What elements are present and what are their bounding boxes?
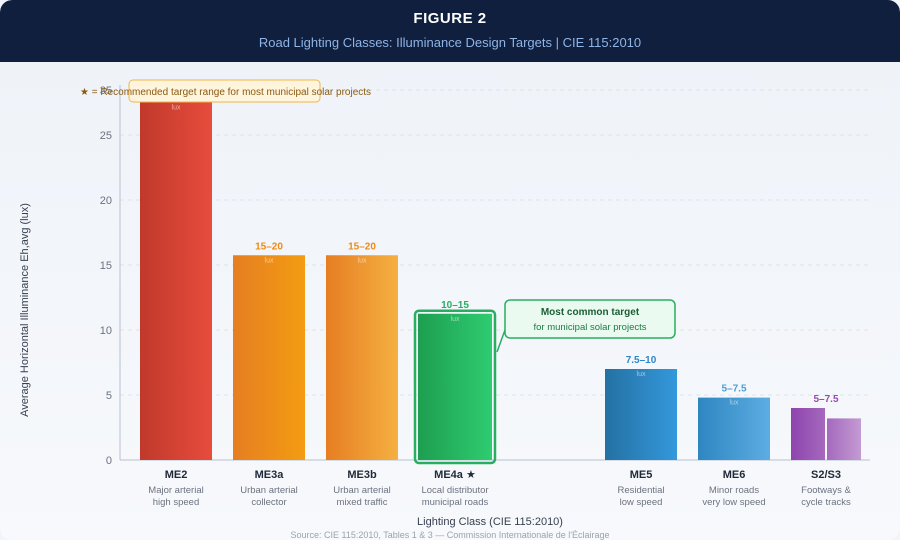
bar-unit-label: lux: [265, 257, 274, 264]
y-tick-label: 15: [100, 260, 112, 272]
category-subtitle: collector: [251, 497, 286, 508]
x-axis-label: Lighting Class (CIE 115:2010): [417, 516, 563, 528]
bar-me3b: [326, 255, 398, 460]
category-label: ME5: [630, 469, 653, 481]
bars-layer: [140, 102, 861, 465]
y-tick-label: 35: [100, 85, 112, 97]
category-label: S2/S3: [811, 469, 841, 481]
bar-s2-s3-secondary: [827, 418, 861, 460]
figure-header: FIGURE 2 Road Lighting Classes: Illumina…: [0, 0, 900, 62]
figure-label: FIGURE 2: [413, 10, 487, 27]
bar-me6: [698, 397, 770, 460]
bar-me3a: [233, 255, 305, 460]
callout-pointer: [496, 329, 506, 353]
category-subtitle: Major arterial: [148, 485, 203, 496]
bar-unit-label: lux: [172, 105, 181, 112]
category-label: ME2: [165, 469, 188, 481]
category-subtitle: mixed traffic: [336, 497, 387, 508]
category-label: ME6: [723, 469, 746, 481]
category-label: ME3a: [255, 469, 285, 481]
y-tick-label: 10: [100, 325, 112, 337]
category-subtitle: very low speed: [702, 497, 765, 508]
legend: ★ = Recommended target range for most mu…: [80, 79, 371, 103]
callout: Most common target for municipal solar p…: [496, 299, 676, 353]
category-subtitle: Minor roads: [709, 485, 759, 496]
category-subtitle: low speed: [620, 497, 663, 508]
y-tick-label: 5: [106, 390, 112, 402]
y-tick-label: 20: [100, 195, 112, 207]
bar-unit-label: lux: [730, 400, 739, 407]
bar-me2: [140, 102, 212, 460]
category-subtitle: cycle tracks: [801, 497, 851, 508]
category-subtitle: Urban arterial: [240, 485, 298, 496]
category-subtitle: Urban arterial: [333, 485, 391, 496]
category-subtitle: Local distributor: [421, 485, 488, 496]
category-label: ME4a ★: [434, 469, 476, 481]
bar-unit-label: lux: [637, 371, 646, 378]
category-subtitle: municipal roads: [422, 497, 489, 508]
bar-value-label: 5–7.5: [813, 394, 838, 405]
bar-s2-s3: [791, 408, 825, 460]
bar-unit-label: lux: [451, 316, 460, 323]
figure-title: Road Lighting Classes: Illuminance Desig…: [258, 35, 642, 50]
bar-value-label: 10–15: [441, 300, 469, 311]
y-tick-label: 0: [106, 455, 112, 467]
category-label: ME3b: [347, 469, 377, 481]
category-subtitle: high speed: [153, 497, 199, 508]
category-subtitle: Footways &: [801, 485, 851, 496]
bar-unit-label: lux: [358, 257, 367, 264]
grid-layer: 0 5 10 15 20 25 35: [100, 85, 870, 467]
y-tick-label: 25: [100, 130, 112, 142]
bar-value-label: 15–20: [255, 241, 283, 252]
legend-box: [128, 79, 321, 103]
callout-line2: for municipal solar projects: [534, 322, 647, 333]
bar-value-label: 7.5–10: [626, 355, 657, 366]
bar-me4a: [418, 313, 492, 460]
callout-box: [504, 299, 676, 339]
legend-text: ★ = Recommended target range for most mu…: [80, 87, 371, 98]
callout-line1: Most common target: [541, 307, 640, 318]
bar-value-label: 15–20: [348, 241, 376, 252]
category-subtitle: Residential: [618, 485, 665, 496]
bar-value-label: 5–7.5: [721, 384, 746, 395]
highlight-outline: [413, 309, 497, 465]
source-note: Source: CIE 115:2010, Tables 1 & 3 — Com…: [290, 530, 609, 540]
y-axis-label: Average Horizontal Illuminance Eh,avg (l…: [19, 203, 31, 417]
bar-me5: [605, 369, 677, 460]
